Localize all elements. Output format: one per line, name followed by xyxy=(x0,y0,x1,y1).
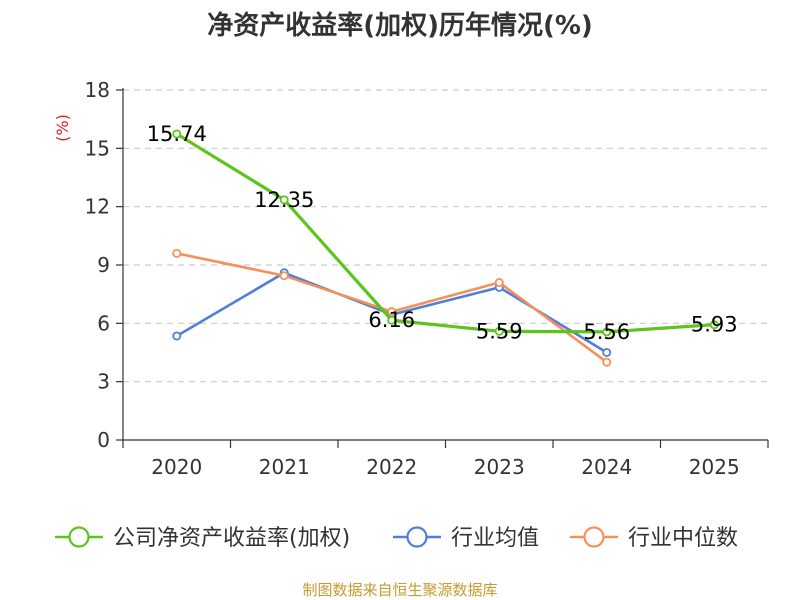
x-tick-label: 2022 xyxy=(366,455,417,479)
x-tick-label: 2020 xyxy=(151,455,202,479)
series-point-0 xyxy=(709,320,719,330)
series-group xyxy=(172,129,719,367)
legend-marker-0[interactable] xyxy=(68,526,90,548)
series-point-2 xyxy=(387,307,397,317)
series-point-1 xyxy=(172,331,182,341)
data-label: 12.35 xyxy=(254,188,314,212)
data-label: 15.74 xyxy=(147,122,207,146)
series-point-0 xyxy=(494,326,504,336)
legend-marker-2[interactable] xyxy=(583,526,605,548)
legend-label-2[interactable]: 行业中位数 xyxy=(628,526,738,551)
data-label: 5.93 xyxy=(691,313,738,337)
series-point-2 xyxy=(494,277,504,287)
series-point-2 xyxy=(172,248,182,258)
legend-label-1[interactable]: 行业均值 xyxy=(451,526,539,551)
y-axis-label: (%) xyxy=(53,114,72,142)
y-tick-label: 6 xyxy=(97,311,110,335)
grid-lines xyxy=(123,89,768,383)
data-label: 6.16 xyxy=(368,308,415,332)
series-point-0 xyxy=(387,315,397,325)
data-label: 5.56 xyxy=(583,320,630,344)
series-point-2 xyxy=(279,271,289,281)
x-tick-label: 2023 xyxy=(474,455,525,479)
x-tick-label: 2024 xyxy=(581,455,632,479)
series-point-0 xyxy=(172,129,182,139)
series-point-0 xyxy=(279,195,289,205)
y-tick-label: 18 xyxy=(85,78,110,102)
legend-marker-1[interactable] xyxy=(406,526,428,548)
y-tick-label: 15 xyxy=(85,136,110,160)
y-tick-label: 3 xyxy=(97,370,110,394)
chart-title: 净资产收益率(加权)历年情况(%) xyxy=(207,10,593,41)
data-label: 5.59 xyxy=(476,319,523,343)
y-tick-label: 0 xyxy=(97,428,110,452)
series-point-0 xyxy=(602,327,612,337)
source-note: 制图数据来自恒生聚源数据库 xyxy=(302,581,497,599)
legend[interactable]: 公司净资产收益率(加权) 行业均值 行业中位数 xyxy=(55,526,738,551)
series-point-2 xyxy=(602,357,612,367)
series-point-1 xyxy=(602,347,612,357)
series-line-0 xyxy=(175,132,715,334)
y-tick-label: 12 xyxy=(85,195,110,219)
x-tick-label: 2021 xyxy=(259,455,310,479)
data-labels: 15.74 12.35 6.16 5.59 5.56 5.93 xyxy=(147,122,738,344)
axes: 0 3 6 9 12 15 18 2020 2021 2022 2023 2024 2025 xyxy=(85,78,769,479)
x-tick-label: 2025 xyxy=(689,455,740,479)
legend-label-0[interactable]: 公司净资产收益率(加权) xyxy=(113,526,350,551)
y-tick-label: 9 xyxy=(97,253,110,277)
